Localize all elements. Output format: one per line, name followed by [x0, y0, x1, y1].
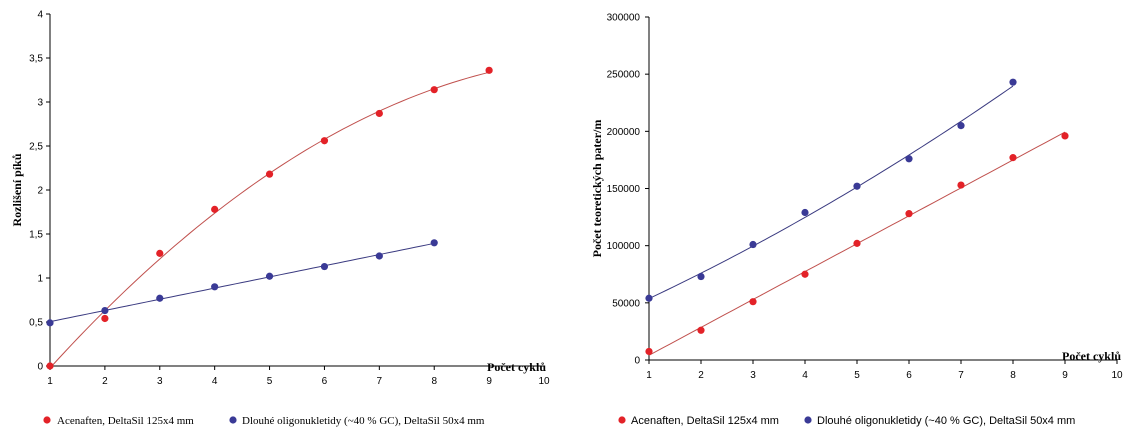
- data-point-series-2: [645, 294, 653, 302]
- data-point-series-1: [957, 181, 965, 189]
- x-tick-label: 9: [486, 376, 492, 387]
- x-tick-label: 1: [646, 370, 652, 381]
- y-tick-label: 2: [37, 186, 43, 197]
- trendline-series-1: [49, 71, 490, 369]
- data-point-series-1: [46, 362, 54, 370]
- data-point-series-1: [485, 66, 493, 74]
- data-point-series-1: [211, 205, 219, 213]
- data-point-series-2: [265, 272, 274, 280]
- legend-marker-series-2: [804, 416, 812, 424]
- data-point-series-1: [1009, 154, 1017, 162]
- data-point-series-2: [905, 155, 913, 163]
- data-point-series-2: [211, 283, 219, 291]
- data-point-series-1: [801, 270, 809, 278]
- x-tick-label: 4: [212, 376, 218, 387]
- x-tick-label: 5: [267, 376, 273, 387]
- data-point-series-2: [320, 262, 329, 271]
- x-tick-label: 4: [802, 370, 808, 381]
- x-tick-label: 2: [102, 376, 108, 387]
- trendline-series-2: [648, 85, 1014, 300]
- data-point-series-2: [46, 319, 54, 327]
- y-tick-label: 3: [37, 98, 43, 109]
- data-point-series-1: [101, 314, 109, 323]
- data-point-series-1: [697, 326, 705, 334]
- x-tick-label: 1: [47, 376, 53, 387]
- legend-label-series-2: Dlouhé oligonukletidy (~40 % GC), DeltaS…: [817, 415, 1075, 427]
- y-tick-label: 2,5: [29, 142, 43, 153]
- y-tick-label: 250000: [607, 70, 641, 81]
- y-tick-label: 3,5: [29, 54, 43, 65]
- x-axis-title: Počet cyklů: [1062, 349, 1121, 363]
- x-tick-label: 6: [322, 376, 328, 387]
- y-tick-label: 50000: [612, 298, 640, 309]
- data-point-series-2: [957, 122, 965, 130]
- x-tick-label: 10: [1111, 370, 1123, 381]
- data-point-series-2: [1009, 78, 1017, 86]
- x-tick-label: 8: [1010, 370, 1016, 381]
- y-axis-title: Rozlišení píků: [10, 153, 24, 226]
- x-tick-label: 7: [377, 376, 383, 387]
- y-tick-label: 0,5: [29, 318, 43, 329]
- y-tick-label: 4: [37, 10, 43, 21]
- data-point-series-1: [853, 239, 861, 247]
- data-point-series-1: [1061, 132, 1069, 140]
- x-tick-label: 5: [854, 370, 860, 381]
- data-point-series-1: [265, 170, 274, 178]
- y-tick-label: 100000: [607, 241, 641, 252]
- trendline-series-2: [49, 242, 435, 323]
- legend-marker-series-1: [43, 416, 51, 424]
- x-tick-label: 7: [958, 370, 964, 381]
- x-tick-label: 9: [1062, 370, 1068, 381]
- data-point-series-2: [430, 239, 438, 247]
- data-point-series-2: [156, 294, 164, 302]
- y-axis-title: Počet teoretických pater/m: [590, 120, 604, 258]
- x-axis-title: Počet cyklů: [487, 360, 546, 374]
- legend-label-series-2: Dlouhé oligonukletidy (~40 % GC), DeltaS…: [242, 415, 485, 427]
- data-point-series-2: [697, 272, 705, 281]
- data-point-series-2: [853, 182, 861, 190]
- resolution-chart: 1 2 3 4 5 6 7 8 9 10 0 0,5 1 1,5 2 2,5 3 3,5 4 Počet cyklů R…: [10, 10, 550, 428]
- x-tick-label: 6: [906, 370, 912, 381]
- y-tick-label: 0: [37, 362, 43, 373]
- x-tick-label: 8: [431, 376, 437, 387]
- legend-marker-series-2: [229, 416, 237, 424]
- data-point-series-1: [375, 109, 383, 118]
- legend-label-series-1: Acenaften, DeltaSil 125x4 mm: [57, 415, 194, 427]
- y-tick-label: 150000: [607, 184, 641, 195]
- data-point-series-2: [801, 208, 809, 217]
- data-point-series-1: [645, 347, 653, 356]
- legend-marker-series-1: [618, 416, 626, 424]
- x-tick-label: 10: [538, 376, 550, 387]
- data-point-series-1: [905, 210, 913, 218]
- data-point-series-1: [430, 86, 438, 94]
- y-tick-label: 0: [634, 356, 640, 367]
- y-tick-label: 1: [37, 274, 43, 285]
- plates-chart: 1 2 3 4 5 6 7 8 9 10 0 50000 100000 150000 200000 25000…: [590, 13, 1123, 428]
- data-point-series-2: [375, 252, 383, 260]
- legend-label-series-1: Acenaften, DeltaSil 125x4 mm: [631, 415, 779, 427]
- data-point-series-1: [749, 298, 757, 306]
- x-tick-label: 2: [698, 370, 704, 381]
- data-point-series-1: [156, 249, 164, 257]
- y-tick-label: 300000: [607, 13, 641, 24]
- x-tick-label: 3: [157, 376, 163, 387]
- data-point-series-2: [749, 240, 757, 249]
- data-point-series-1: [320, 137, 329, 145]
- x-tick-label: 3: [750, 370, 756, 381]
- y-tick-label: 200000: [607, 127, 641, 138]
- data-point-series-2: [101, 306, 109, 315]
- y-tick-label: 1,5: [29, 230, 43, 241]
